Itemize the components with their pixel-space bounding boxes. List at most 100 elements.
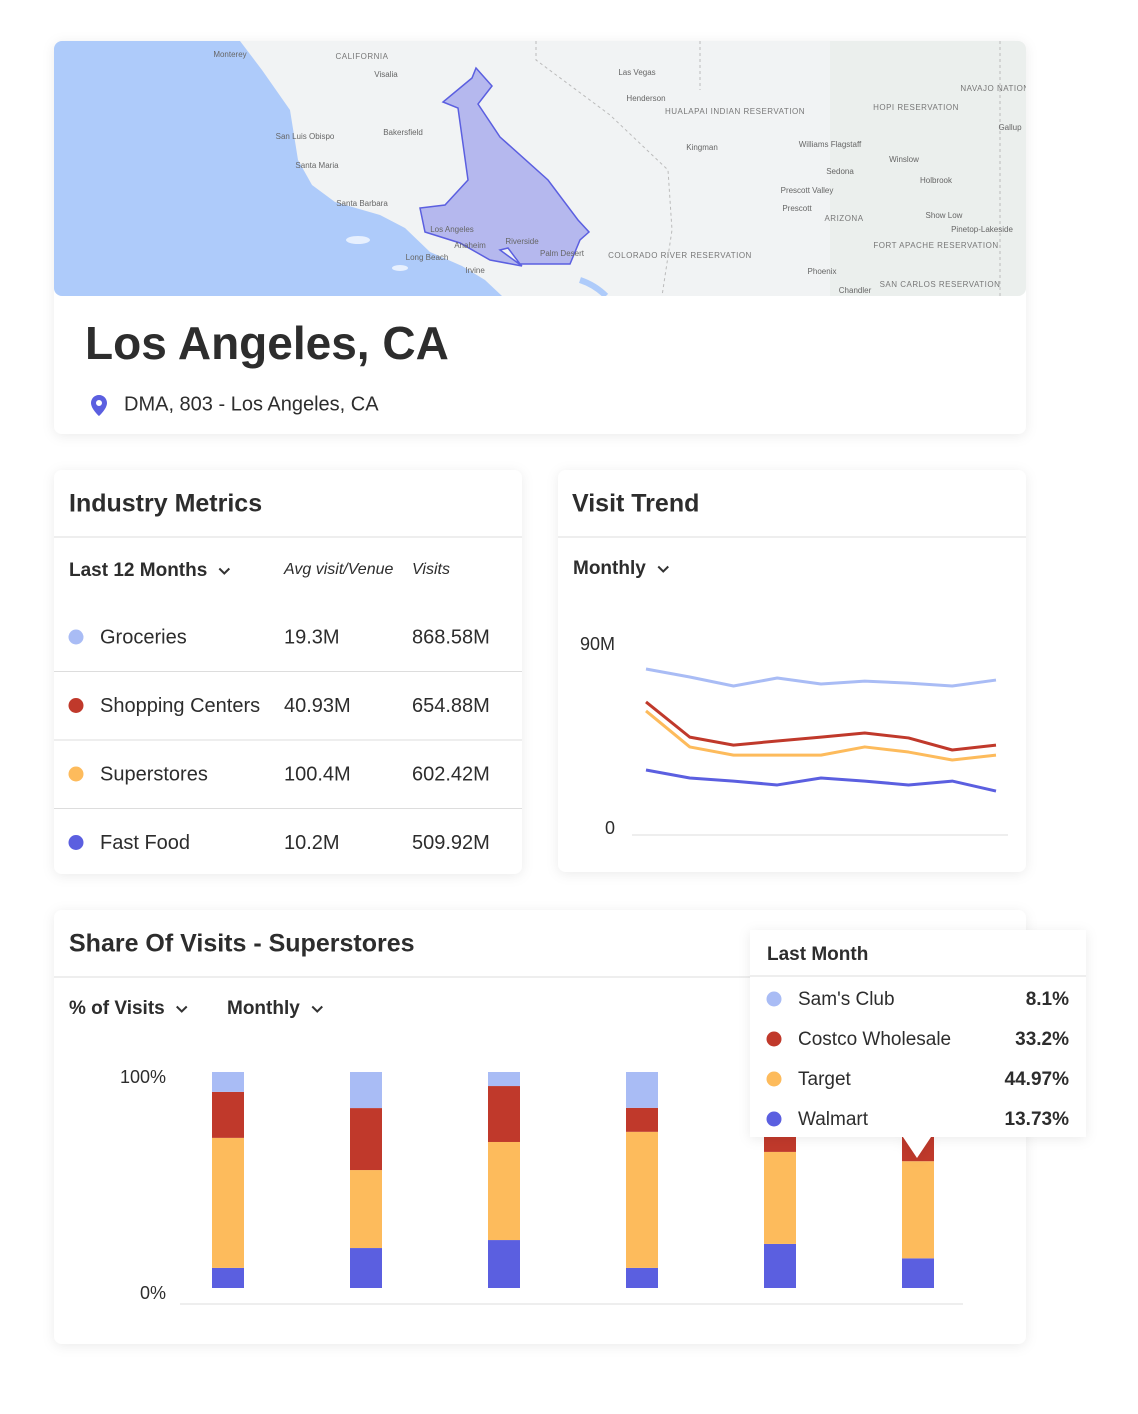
period-dropdown[interactable]: Monthly bbox=[227, 998, 300, 1019]
map-label: Chandler bbox=[839, 286, 872, 295]
map-label: Las Vegas bbox=[618, 68, 655, 77]
visits-value: 868.58M bbox=[412, 626, 490, 648]
map-label: SAN CARLOS RESERVATION bbox=[880, 280, 1001, 289]
bar-segment bbox=[350, 1170, 382, 1249]
metric-dropdown[interactable]: % of Visits bbox=[69, 998, 165, 1019]
column-header: Visits bbox=[412, 561, 450, 578]
tooltip-dot bbox=[766, 1031, 782, 1047]
tooltip: Last Month Sam's Club 8.1% Costco Wholesal… bbox=[750, 930, 1086, 1158]
bar-segment bbox=[488, 1240, 520, 1288]
legend-dot bbox=[68, 835, 84, 850]
map-label: Monterey bbox=[213, 50, 246, 59]
map-label: NAVAJO NATION bbox=[960, 84, 1029, 93]
map-label: Williams Flagstaff bbox=[799, 140, 862, 149]
bar-segment bbox=[212, 1072, 244, 1092]
map-water bbox=[579, 277, 609, 296]
map-label: HOPI RESERVATION bbox=[873, 103, 959, 112]
bar-segment bbox=[212, 1137, 244, 1268]
chevron-icon bbox=[657, 565, 669, 573]
trend-line bbox=[645, 667, 997, 688]
tooltip-box bbox=[750, 930, 1086, 1158]
legend-dot bbox=[68, 629, 84, 645]
chevron-icon bbox=[311, 1005, 323, 1013]
map-terrain bbox=[830, 41, 1026, 296]
bar-segment bbox=[488, 1072, 520, 1087]
visits-value: 654.88M bbox=[412, 695, 490, 717]
category-name: Shopping Centers bbox=[100, 695, 260, 717]
category-name: Fast Food bbox=[100, 832, 190, 854]
legend-dot bbox=[68, 766, 84, 782]
y-tick-label: 100% bbox=[120, 1067, 166, 1087]
bar-segment bbox=[626, 1072, 658, 1108]
map-label: Visalia bbox=[374, 70, 398, 79]
tooltip-title: Last Month bbox=[767, 944, 868, 965]
bar-segment bbox=[764, 1243, 796, 1288]
map-label: San Luis Obispo bbox=[276, 132, 335, 141]
map-label: Winslow bbox=[889, 155, 919, 164]
chevron-icon bbox=[218, 567, 231, 575]
trend-line bbox=[645, 700, 997, 752]
bar-segment bbox=[626, 1131, 658, 1268]
y-tick-label: 0 bbox=[605, 818, 615, 838]
y-tick-label: 0% bbox=[140, 1283, 166, 1303]
map-label: Riverside bbox=[505, 237, 539, 246]
bar-segment bbox=[488, 1141, 520, 1241]
tooltip-dot bbox=[766, 991, 782, 1007]
map-label: Santa Maria bbox=[295, 161, 339, 170]
map-label: Holbrook bbox=[920, 176, 953, 185]
period-dropdown[interactable]: Last 12 Months bbox=[69, 560, 207, 581]
map-label: CALIFORNIA bbox=[335, 52, 388, 61]
tooltip-dot bbox=[766, 1111, 782, 1127]
card-title: Industry Metrics bbox=[69, 490, 262, 518]
map-label: Gallup bbox=[998, 123, 1022, 132]
chevron-icon bbox=[176, 1005, 188, 1013]
avg-visit-value: 40.93M bbox=[284, 695, 351, 717]
map-label: Bakersfield bbox=[383, 128, 423, 137]
tooltip-value: 13.73% bbox=[1005, 1109, 1070, 1130]
location-title: Los Angeles, CA bbox=[85, 317, 449, 369]
map-label: ARIZONA bbox=[824, 214, 863, 223]
map-island bbox=[346, 236, 370, 244]
y-tick-label: 90M bbox=[580, 634, 615, 654]
location-pin-icon bbox=[91, 395, 107, 416]
avg-visit-value: 19.3M bbox=[284, 626, 340, 648]
bar-segment bbox=[902, 1161, 934, 1259]
tooltip-series-name: Walmart bbox=[798, 1109, 869, 1130]
map-label: Long Beach bbox=[406, 253, 449, 262]
map-label: Pinetop-Lakeside bbox=[951, 225, 1013, 234]
dma-region bbox=[419, 66, 591, 267]
map-border bbox=[535, 41, 673, 296]
visit-trend-card bbox=[558, 470, 1026, 872]
location-subtitle: DMA, 803 - Los Angeles, CA bbox=[124, 393, 379, 415]
map-label: Henderson bbox=[626, 94, 665, 103]
bar-segment bbox=[488, 1086, 520, 1142]
bar-segment bbox=[212, 1091, 244, 1138]
visits-value: 509.92M bbox=[412, 832, 490, 854]
visit-trend-chart: 0 90M bbox=[580, 634, 1008, 838]
map-label: COLORADO RIVER RESERVATION bbox=[608, 251, 752, 260]
tooltip-value: 33.2% bbox=[1015, 1029, 1069, 1050]
tooltip-dot bbox=[766, 1071, 782, 1087]
tooltip-value: 44.97% bbox=[1005, 1069, 1070, 1090]
bar-segment bbox=[350, 1072, 382, 1109]
map-label: Palm Desert bbox=[540, 249, 585, 258]
map-ocean bbox=[54, 41, 502, 296]
map-label: Prescott bbox=[782, 204, 812, 213]
bar-segment bbox=[626, 1267, 658, 1288]
bar-segment bbox=[902, 1258, 934, 1288]
column-header: Avg visit/Venue bbox=[283, 561, 394, 578]
card-title: Share Of Visits - Superstores bbox=[69, 930, 415, 958]
tooltip-series-name: Sam's Club bbox=[798, 989, 895, 1010]
map-label: Anaheim bbox=[454, 241, 486, 250]
card-title: Visit Trend bbox=[572, 490, 699, 518]
bar-segment bbox=[350, 1248, 382, 1288]
map-label: Irvine bbox=[465, 266, 485, 275]
period-dropdown[interactable]: Monthly bbox=[573, 558, 646, 579]
map-label: Kingman bbox=[686, 143, 718, 152]
avg-visit-value: 10.2M bbox=[284, 832, 340, 854]
map-label: Sedona bbox=[826, 167, 854, 176]
map-label: Prescott Valley bbox=[781, 186, 834, 195]
bar-segment bbox=[350, 1108, 382, 1171]
